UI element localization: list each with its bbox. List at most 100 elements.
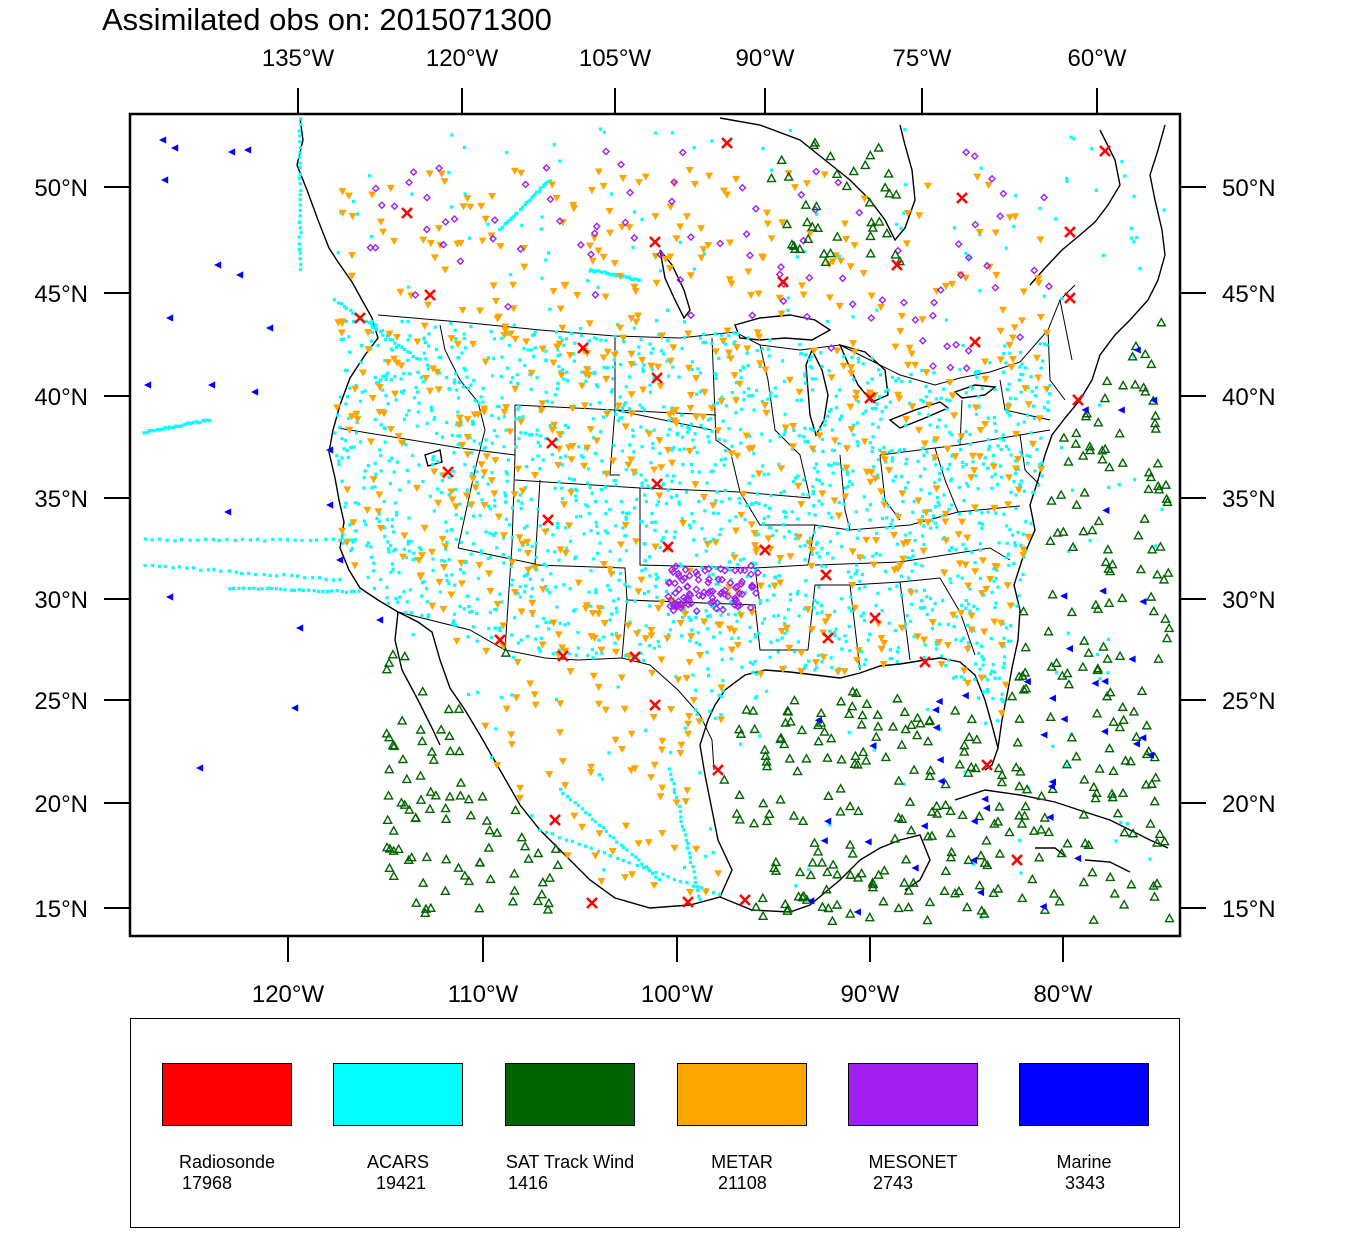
acars-marker bbox=[850, 482, 854, 486]
acars-marker bbox=[946, 658, 951, 662]
acars-marker bbox=[557, 648, 561, 652]
acars-marker bbox=[588, 402, 593, 407]
acars-marker bbox=[369, 234, 373, 238]
acars-marker bbox=[352, 319, 356, 323]
sat-track-wind-marker bbox=[533, 847, 544, 858]
acars-marker bbox=[688, 860, 693, 864]
right-latitude-labels: 50°N 45°N 40°N 35°N 30°N 25°N 20°N 15°N bbox=[1222, 175, 1276, 923]
sat-track-wind-marker bbox=[801, 216, 813, 227]
left-tick-label: 50°N bbox=[34, 175, 88, 202]
acars-marker bbox=[564, 838, 569, 842]
acars-marker bbox=[919, 599, 924, 603]
acars-marker bbox=[844, 639, 848, 644]
acars-marker bbox=[439, 491, 444, 495]
sat-track-wind-marker bbox=[896, 813, 908, 824]
acars-marker bbox=[788, 128, 793, 133]
acars-marker bbox=[198, 421, 202, 425]
acars-marker bbox=[1098, 403, 1102, 407]
acars-marker bbox=[981, 663, 985, 667]
acars-marker bbox=[937, 418, 941, 422]
acars-marker bbox=[671, 365, 675, 369]
legend-swatch bbox=[677, 1063, 807, 1126]
acars-marker bbox=[703, 509, 707, 513]
acars-marker bbox=[594, 651, 599, 655]
acars-marker bbox=[886, 388, 890, 392]
acars-marker bbox=[797, 614, 801, 618]
acars-marker bbox=[957, 485, 961, 489]
acars-marker bbox=[714, 376, 718, 381]
metar-marker bbox=[358, 369, 367, 377]
metar-marker bbox=[918, 316, 927, 324]
acars-marker bbox=[382, 426, 386, 430]
us-canada-border bbox=[377, 284, 1076, 386]
acars-marker bbox=[363, 469, 367, 473]
acars-marker bbox=[382, 526, 387, 530]
acars-marker bbox=[782, 509, 786, 513]
acars-marker bbox=[705, 650, 709, 654]
sat-track-wind-marker bbox=[950, 705, 961, 715]
acars-marker bbox=[390, 524, 394, 528]
acars-marker bbox=[470, 451, 474, 455]
acars-marker bbox=[515, 211, 519, 215]
acars-marker bbox=[472, 439, 476, 443]
acars-marker bbox=[612, 365, 616, 369]
metar-marker bbox=[984, 181, 993, 189]
acars-marker bbox=[1003, 344, 1007, 348]
metar-marker bbox=[803, 180, 812, 188]
acars-marker bbox=[813, 466, 817, 470]
sat-track-wind-marker bbox=[1056, 847, 1067, 858]
metar-marker bbox=[684, 364, 693, 372]
sat-track-wind-marker bbox=[1020, 683, 1032, 693]
sat-track-wind-marker bbox=[831, 168, 843, 179]
marine-marker bbox=[1048, 778, 1057, 786]
acars-marker bbox=[727, 427, 731, 431]
metar-marker bbox=[696, 652, 705, 660]
metar-marker bbox=[447, 488, 456, 496]
metar-marker bbox=[963, 534, 972, 542]
sat-track-wind-marker bbox=[411, 897, 422, 907]
acars-marker bbox=[429, 408, 434, 412]
metar-marker bbox=[709, 502, 718, 510]
acars-marker bbox=[912, 635, 916, 639]
acars-marker bbox=[852, 377, 856, 382]
acars-marker bbox=[157, 564, 162, 568]
acars-marker bbox=[463, 346, 468, 350]
metar-marker bbox=[733, 641, 742, 650]
acars-marker bbox=[398, 488, 402, 492]
sat-track-wind-marker bbox=[1107, 559, 1118, 569]
metar-marker bbox=[651, 213, 660, 221]
acars-marker bbox=[889, 522, 893, 526]
metar-marker bbox=[343, 486, 352, 494]
acars-marker bbox=[596, 849, 601, 854]
acars-marker bbox=[774, 394, 778, 398]
marine-marker bbox=[266, 324, 274, 332]
acars-marker bbox=[914, 589, 919, 593]
acars-marker bbox=[804, 579, 808, 583]
acars-marker bbox=[505, 472, 509, 476]
acars-marker bbox=[524, 200, 528, 205]
metar-marker bbox=[851, 395, 860, 403]
acars-marker bbox=[710, 429, 714, 433]
acars-marker bbox=[868, 441, 872, 445]
sat-track-wind-marker bbox=[925, 765, 936, 775]
metar-marker bbox=[580, 462, 589, 470]
acars-marker bbox=[641, 367, 645, 371]
marine-marker bbox=[1081, 406, 1089, 414]
acars-marker bbox=[691, 538, 695, 542]
acars-marker bbox=[754, 562, 758, 566]
acars-marker bbox=[297, 235, 301, 239]
acars-marker bbox=[891, 525, 895, 530]
metar-marker bbox=[975, 228, 984, 237]
sat-track-wind-marker bbox=[474, 857, 486, 867]
acars-marker bbox=[451, 469, 455, 473]
metar-marker bbox=[913, 633, 922, 641]
acars-marker bbox=[577, 842, 581, 846]
acars-marker bbox=[801, 492, 805, 496]
acars-marker bbox=[832, 630, 837, 635]
acars-marker bbox=[637, 858, 641, 862]
acars-marker bbox=[911, 510, 915, 514]
acars-marker bbox=[758, 601, 762, 605]
metar-marker bbox=[595, 605, 604, 613]
acars-marker bbox=[369, 545, 373, 549]
acars-marker bbox=[621, 274, 625, 278]
